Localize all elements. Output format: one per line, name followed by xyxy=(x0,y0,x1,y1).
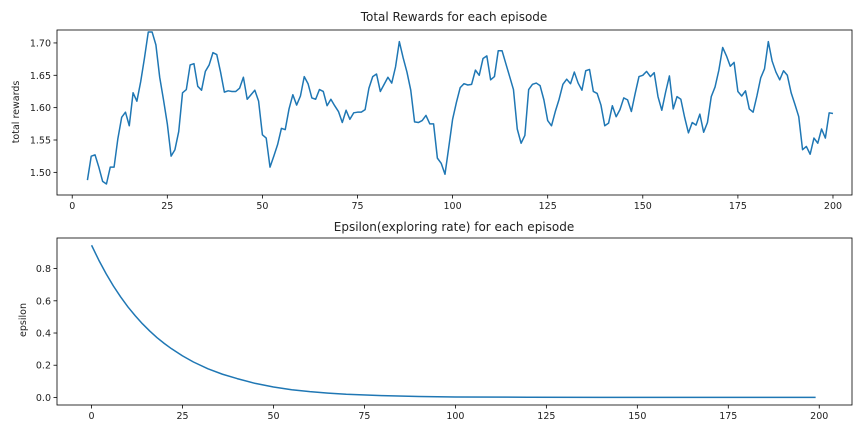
rewards-y-axis-label: total rewards xyxy=(11,81,22,144)
epsilon-axes-frame xyxy=(56,237,853,406)
epsilon-x-tick-label: 150 xyxy=(628,411,646,422)
rewards-x-tick-label: 175 xyxy=(729,201,747,212)
epsilon-x-tick-label: 175 xyxy=(719,411,737,422)
epsilon-y-tick-label: 0.6 xyxy=(36,296,51,307)
rewards-x-tick-label: 0 xyxy=(69,201,75,212)
epsilon-x-tick-label: 50 xyxy=(267,411,279,422)
rewards-x-tick-label: 75 xyxy=(351,201,363,212)
epsilon-y-tick-label: 0.0 xyxy=(36,393,51,404)
rewards-y-tick-label: 1.55 xyxy=(30,136,51,147)
rewards-y-tick-label: 1.60 xyxy=(30,103,51,114)
rewards-axes-frame xyxy=(56,29,853,196)
rewards-x-tick-label: 200 xyxy=(824,201,842,212)
rewards-y-tick-label: 1.65 xyxy=(30,71,51,82)
rewards-chart-title: Total Rewards for each episode xyxy=(360,10,548,24)
rewards-x-tick-label: 100 xyxy=(444,201,462,212)
rewards-x-tick-label: 150 xyxy=(634,201,652,212)
epsilon-x-tick-label: 100 xyxy=(446,411,464,422)
rewards-x-tick-label: 50 xyxy=(256,201,268,212)
epsilon-x-tick-label: 125 xyxy=(537,411,555,422)
epsilon-x-tick-label: 200 xyxy=(810,411,828,422)
epsilon-x-tick-label: 0 xyxy=(89,411,95,422)
rewards-x-tick-label: 125 xyxy=(539,201,557,212)
epsilon-y-tick-label: 0.2 xyxy=(36,361,51,372)
epsilon-x-tick-label: 75 xyxy=(358,411,370,422)
rewards-series-line-0 xyxy=(86,31,834,185)
rewards-y-tick-label: 1.70 xyxy=(30,38,51,49)
epsilon-x-tick-label: 25 xyxy=(176,411,188,422)
rewards-y-tick-label: 1.50 xyxy=(30,168,51,179)
epsilon-y-axis-label: epsilon xyxy=(18,303,29,337)
epsilon-plot: Epsilon(exploring rate) for each episode… xyxy=(18,220,853,422)
epsilon-chart-title: Epsilon(exploring rate) for each episode xyxy=(334,220,575,234)
epsilon-series-line-0 xyxy=(90,244,816,399)
rewards-plot: Total Rewards for each episode total rew… xyxy=(11,10,853,212)
epsilon-y-tick-label: 0.4 xyxy=(36,329,51,340)
rewards-x-tick-label: 25 xyxy=(161,201,173,212)
epsilon-y-tick-label: 0.8 xyxy=(36,264,51,275)
